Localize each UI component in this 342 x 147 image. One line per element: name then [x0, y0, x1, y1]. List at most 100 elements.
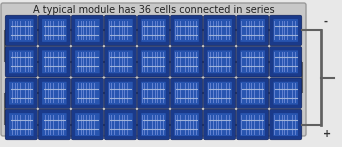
FancyBboxPatch shape [237, 47, 269, 77]
FancyBboxPatch shape [141, 113, 166, 136]
Bar [185, 115, 186, 135]
FancyBboxPatch shape [137, 47, 170, 77]
Bar [94, 52, 95, 72]
Bar [96, 115, 97, 135]
FancyBboxPatch shape [274, 113, 298, 136]
FancyBboxPatch shape [174, 50, 199, 73]
FancyBboxPatch shape [240, 50, 265, 73]
FancyBboxPatch shape [207, 113, 232, 136]
Text: +: + [324, 129, 332, 139]
Bar [149, 20, 150, 40]
Bar [180, 52, 181, 72]
FancyBboxPatch shape [174, 19, 199, 42]
Bar [295, 83, 296, 103]
Bar [15, 20, 16, 40]
FancyBboxPatch shape [9, 82, 34, 105]
Bar [292, 20, 293, 40]
Bar [188, 20, 189, 40]
Bar [142, 115, 143, 135]
Bar [155, 20, 156, 40]
Bar [147, 83, 148, 103]
FancyBboxPatch shape [207, 82, 232, 105]
Bar [287, 83, 288, 103]
FancyBboxPatch shape [5, 15, 37, 46]
Bar [279, 52, 280, 72]
FancyBboxPatch shape [203, 47, 236, 77]
Bar [96, 52, 97, 72]
Bar [157, 83, 158, 103]
Bar [61, 83, 62, 103]
FancyBboxPatch shape [71, 109, 104, 140]
FancyBboxPatch shape [269, 47, 302, 77]
FancyBboxPatch shape [203, 15, 236, 46]
Bar [25, 83, 26, 103]
FancyBboxPatch shape [108, 113, 133, 136]
Bar [76, 83, 77, 103]
FancyBboxPatch shape [269, 109, 302, 140]
Bar [45, 115, 46, 135]
Bar [262, 52, 263, 72]
FancyBboxPatch shape [42, 113, 67, 136]
FancyBboxPatch shape [170, 15, 202, 46]
Bar [279, 115, 280, 135]
Bar [193, 20, 194, 40]
Bar [190, 115, 191, 135]
Bar [190, 20, 191, 40]
Bar [20, 52, 21, 72]
Bar [127, 83, 128, 103]
Bar [196, 83, 197, 103]
Bar [177, 83, 178, 103]
Bar [213, 83, 214, 103]
FancyBboxPatch shape [137, 15, 170, 46]
Bar [185, 83, 186, 103]
FancyBboxPatch shape [42, 82, 67, 105]
Bar [295, 52, 296, 72]
Bar [190, 52, 191, 72]
Bar [144, 52, 145, 72]
FancyBboxPatch shape [269, 15, 302, 46]
Bar [152, 20, 153, 40]
FancyBboxPatch shape [75, 113, 100, 136]
Bar [20, 83, 21, 103]
FancyBboxPatch shape [38, 78, 70, 108]
Bar [262, 83, 263, 103]
Bar [262, 20, 263, 40]
Bar [196, 115, 197, 135]
Bar [89, 83, 90, 103]
Bar [89, 20, 90, 40]
Bar [221, 52, 222, 72]
Bar [175, 20, 176, 40]
Bar [149, 115, 150, 135]
FancyBboxPatch shape [240, 82, 265, 105]
FancyBboxPatch shape [170, 47, 202, 77]
FancyBboxPatch shape [71, 15, 104, 46]
Bar [175, 115, 176, 135]
Bar [15, 52, 16, 72]
Bar [160, 115, 161, 135]
Bar [256, 115, 258, 135]
Bar [279, 83, 280, 103]
Bar [50, 20, 51, 40]
Bar [76, 115, 77, 135]
Bar [58, 83, 59, 103]
Bar [157, 115, 158, 135]
Bar [251, 52, 252, 72]
Bar [149, 52, 150, 72]
Bar [160, 20, 161, 40]
Bar [91, 115, 92, 135]
FancyBboxPatch shape [9, 113, 34, 136]
Bar [30, 52, 31, 72]
Bar [254, 52, 255, 72]
FancyBboxPatch shape [137, 109, 170, 140]
Bar [196, 52, 197, 72]
Bar [127, 115, 128, 135]
Bar [144, 115, 145, 135]
Bar [94, 83, 95, 103]
Bar [124, 115, 125, 135]
Bar [221, 83, 222, 103]
Bar [256, 20, 258, 40]
Bar [23, 52, 24, 72]
Bar [28, 115, 29, 135]
Bar [86, 83, 87, 103]
Bar [249, 20, 250, 40]
